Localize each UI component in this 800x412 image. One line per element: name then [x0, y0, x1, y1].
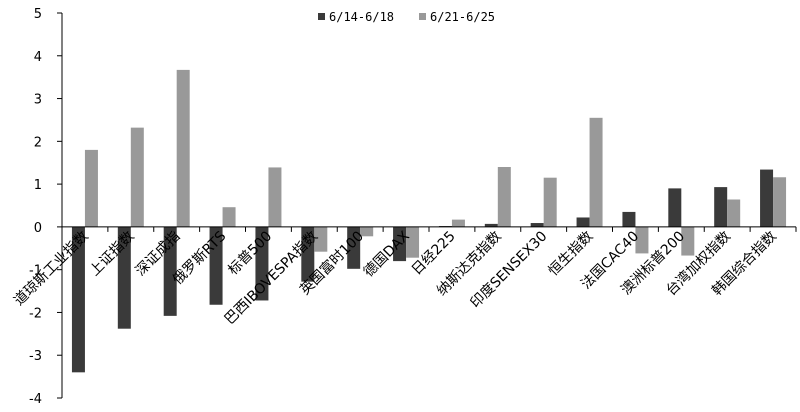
bar-series-2-4 — [268, 167, 282, 227]
bar-series-2-7 — [406, 226, 420, 258]
bar-series-1-7 — [393, 226, 407, 262]
y-tick-label: 1 — [34, 178, 42, 193]
bar-series-1-14 — [714, 187, 728, 227]
bar-series-2-10 — [543, 177, 557, 227]
bar-series-1-9 — [484, 223, 498, 227]
y-tick-label: -4 — [29, 392, 42, 407]
bar-series-1-4 — [255, 226, 269, 301]
bar-series-2-15 — [773, 177, 787, 227]
bar-series-1-0 — [71, 226, 85, 373]
y-tick-label: -2 — [29, 306, 42, 321]
bar-series-2-1 — [130, 127, 144, 227]
legend-label-2: 6/21-6/25 — [430, 10, 495, 24]
bar-series-1-2 — [163, 226, 177, 316]
bar-series-1-5 — [301, 226, 315, 282]
bar-series-1-13 — [668, 188, 682, 227]
bar-series-2-12 — [635, 226, 649, 254]
bar-series-2-5 — [314, 226, 328, 252]
bars — [71, 69, 787, 373]
y-tick-label: 0 — [34, 221, 42, 236]
bar-series-2-11 — [589, 117, 603, 227]
legend-label-1: 6/14-6/18 — [329, 10, 394, 24]
bar-series-2-13 — [681, 226, 695, 256]
y-tick-label: 5 — [34, 7, 42, 22]
bar-series-2-6 — [360, 226, 374, 237]
y-tick-label: 4 — [34, 50, 42, 65]
bar-series-1-1 — [117, 226, 131, 329]
bar-series-2-8 — [451, 219, 465, 227]
y-tick-label: 3 — [34, 93, 42, 108]
bar-series-1-11 — [576, 217, 590, 227]
bar-series-1-6 — [347, 226, 361, 269]
bar-series-1-15 — [760, 169, 774, 227]
y-tick-label: -1 — [29, 264, 42, 279]
y-tick-label: 2 — [34, 135, 42, 150]
bar-series-2-14 — [727, 199, 741, 227]
bar-series-2-3 — [222, 207, 236, 227]
bar-series-1-3 — [209, 226, 223, 305]
legend: 6/14-6/18 6/21-6/25 — [318, 10, 495, 24]
bar-series-1-12 — [622, 211, 636, 227]
bar-series-2-2 — [176, 69, 190, 227]
bar-series-1-10 — [530, 223, 544, 227]
x-axis — [61, 226, 797, 232]
y-tick-label: -3 — [29, 349, 42, 364]
y-axis: -4 -3 -2 -1 0 1 2 3 4 5 — [29, 7, 63, 407]
bar-series-2-9 — [497, 167, 511, 227]
legend-swatch-1 — [318, 13, 325, 20]
bar-series-2-0 — [84, 149, 98, 227]
legend-swatch-2 — [419, 13, 426, 20]
